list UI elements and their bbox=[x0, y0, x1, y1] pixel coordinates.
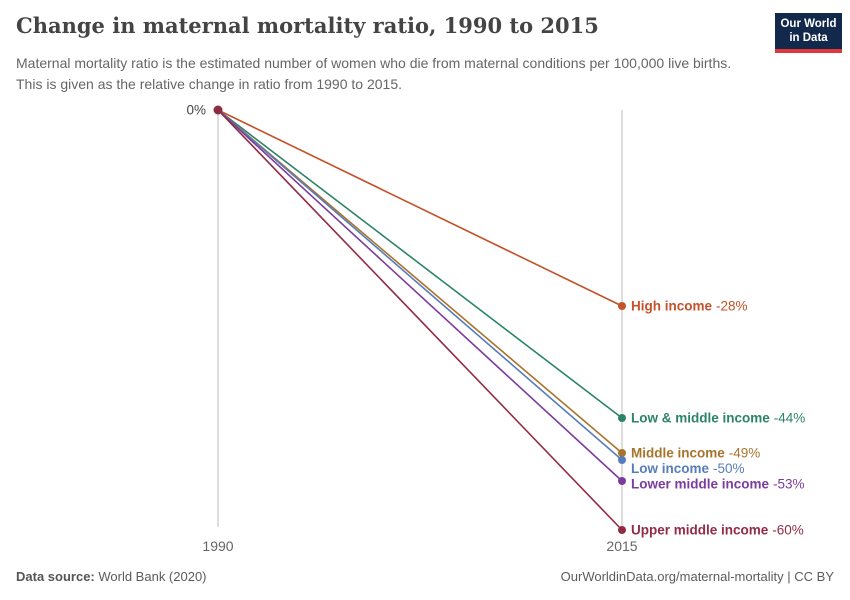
series-dot-low-middle-income[interactable] bbox=[618, 414, 626, 422]
series-dot-middle-income[interactable] bbox=[618, 449, 626, 457]
logo-line-1: Our World bbox=[780, 18, 837, 30]
series-label-upper-middle-income: Upper middle income -60% bbox=[631, 523, 804, 538]
series-label-middle-income: Middle income -49% bbox=[631, 446, 760, 461]
series-line-middle-income[interactable] bbox=[217, 109, 623, 454]
series-label-low-middle-income: Low & middle income -44% bbox=[631, 411, 805, 426]
data-source-label: Data source: bbox=[16, 569, 95, 584]
series-dot-lower-middle-income[interactable] bbox=[618, 477, 626, 485]
series-label-lower-middle-income: Lower middle income -53% bbox=[631, 477, 805, 492]
logo-line-2: in Data bbox=[789, 31, 828, 44]
series-line-lower-middle-income[interactable] bbox=[217, 109, 623, 482]
data-source: Data source: World Bank (2020) bbox=[16, 569, 207, 584]
series-dot-high-income[interactable] bbox=[618, 302, 626, 310]
series-dot-low-income[interactable] bbox=[618, 456, 626, 464]
origin-dot[interactable] bbox=[213, 105, 223, 115]
page-title: Change in maternal mortality ratio, 1990… bbox=[16, 13, 599, 38]
series-line-low-income[interactable] bbox=[217, 109, 623, 461]
data-source-value: World Bank (2020) bbox=[94, 569, 207, 584]
owid-logo[interactable]: Our World in Data bbox=[775, 13, 842, 53]
series-dot-upper-middle-income[interactable] bbox=[618, 526, 626, 534]
series-label-low-income: Low income -50% bbox=[631, 461, 745, 476]
zero-percent-label: 0% bbox=[186, 103, 206, 118]
chart-subtitle: Maternal mortality ratio is the estimate… bbox=[16, 55, 732, 92]
x-tick-1990: 1990 bbox=[202, 538, 233, 554]
series-label-high-income: High income -28% bbox=[631, 299, 748, 314]
series-line-upper-middle-income[interactable] bbox=[217, 109, 623, 531]
x-tick-2015: 2015 bbox=[606, 538, 637, 554]
series-line-high-income[interactable] bbox=[217, 109, 623, 307]
owid-credit[interactable]: OurWorldinData.org/maternal-mortality | … bbox=[560, 569, 834, 584]
series-line-low-middle-income[interactable] bbox=[217, 109, 623, 419]
